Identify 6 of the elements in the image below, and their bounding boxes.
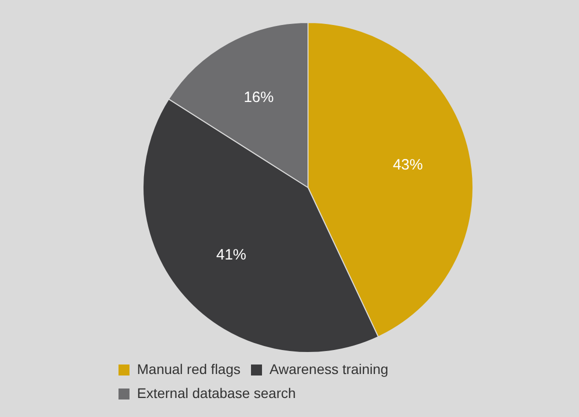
data-label: 16% (244, 88, 274, 106)
data-label: 41% (216, 246, 246, 264)
legend-label: External database search (137, 384, 296, 401)
data-label: 43% (392, 156, 423, 174)
legend-label: Awareness training (270, 360, 388, 377)
legend-label: Manual red flags (137, 360, 241, 377)
